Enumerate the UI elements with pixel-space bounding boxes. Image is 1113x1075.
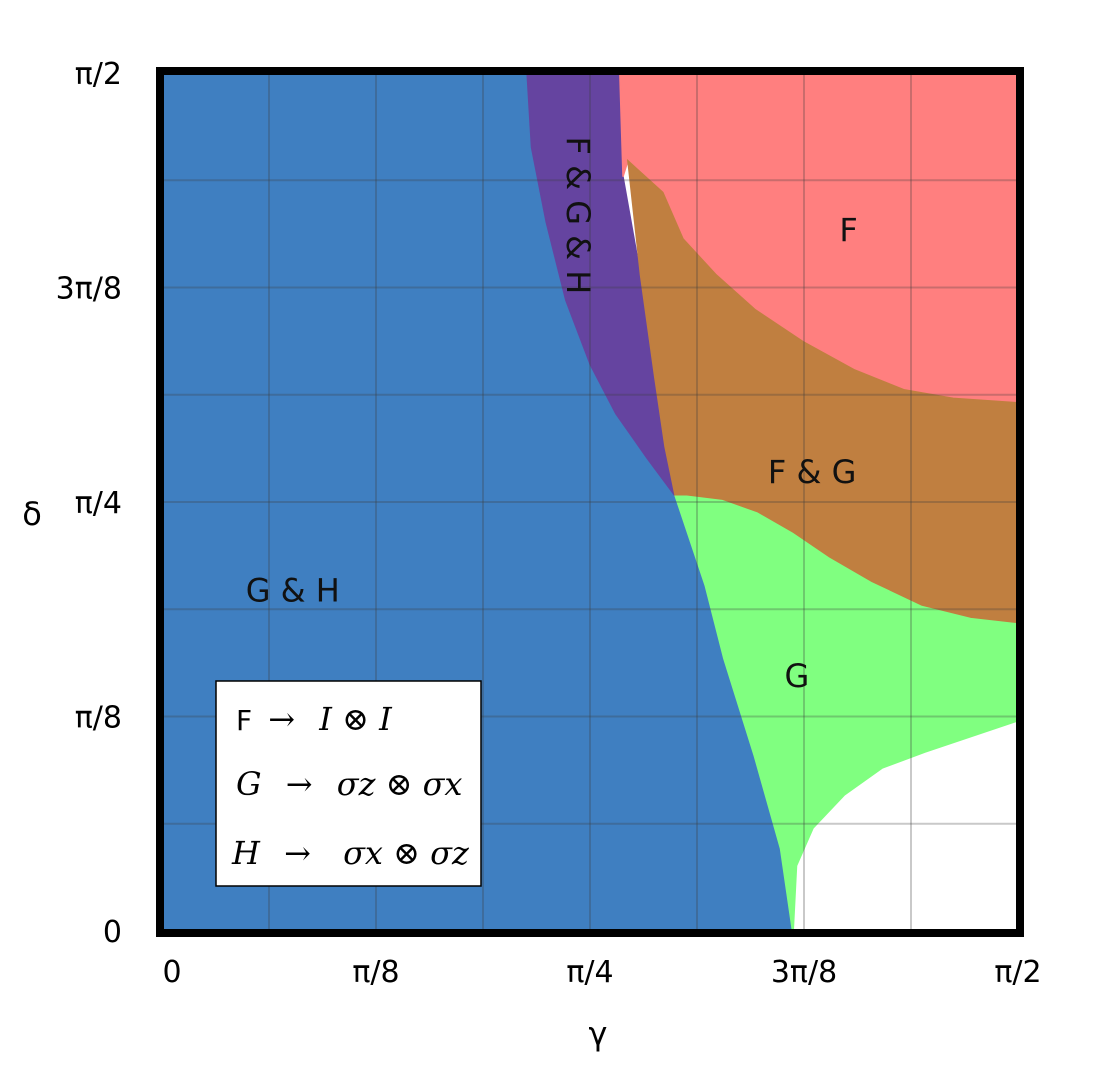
x-tick-label: π/2 <box>994 955 1041 990</box>
y-tick-label: 0 <box>103 915 122 950</box>
region-label-gh: G & H <box>246 571 340 609</box>
region-label-f: F <box>839 211 857 249</box>
legend-entry-g-op: → <box>286 765 313 803</box>
ticks-layer: 0 π/8 π/4 3π/8 π/2 0 π/8 π/4 3π/8 π/2 <box>56 57 1042 990</box>
x-tick-label: π/4 <box>566 955 613 990</box>
grid-layer <box>162 73 1018 931</box>
legend: F → I ⊗ I G → σz ⊗ σx H → σx ⊗ σz <box>215 680 482 887</box>
x-tick-label: 3π/8 <box>771 955 837 990</box>
y-tick-label: 3π/8 <box>56 272 122 307</box>
y-tick-label: π/2 <box>75 57 122 92</box>
region-fgh <box>526 72 677 497</box>
legend-box <box>215 680 482 887</box>
x-tick-label: 0 <box>162 955 181 990</box>
y-tick-label: π/4 <box>75 486 122 521</box>
legend-entry-h-op: → <box>284 834 311 872</box>
legend-entry-g-rhs: σz ⊗ σx <box>337 765 463 803</box>
region-label-fg: F & G <box>768 453 857 491</box>
y-axis-label: δ <box>22 495 42 533</box>
legend-entry-f-rhs: I ⊗ I <box>318 700 393 738</box>
y-tick-label: π/8 <box>75 701 122 736</box>
legend-entry-h: H → σx ⊗ σz <box>231 834 470 872</box>
region-label-g: G <box>784 657 809 695</box>
region-labels-layer: G & H F & G & H F F & G G <box>246 137 858 696</box>
legend-entry-h-rhs: σx ⊗ σz <box>343 834 470 872</box>
x-axis-label: γ <box>589 1015 608 1053</box>
legend-entry-f-lhs: F <box>236 704 252 737</box>
legend-entry-h-lhs: H <box>231 834 261 872</box>
legend-entry-g: G → σz ⊗ σx <box>236 765 462 803</box>
x-tick-label: π/8 <box>352 955 399 990</box>
legend-entry-f-op: → <box>268 700 295 738</box>
plot-frame <box>156 67 1024 937</box>
legend-entry-g-lhs: G <box>236 765 262 803</box>
legend-entry-f: F → I ⊗ I <box>236 700 393 738</box>
region-label-fgh: F & G & H <box>559 137 597 295</box>
